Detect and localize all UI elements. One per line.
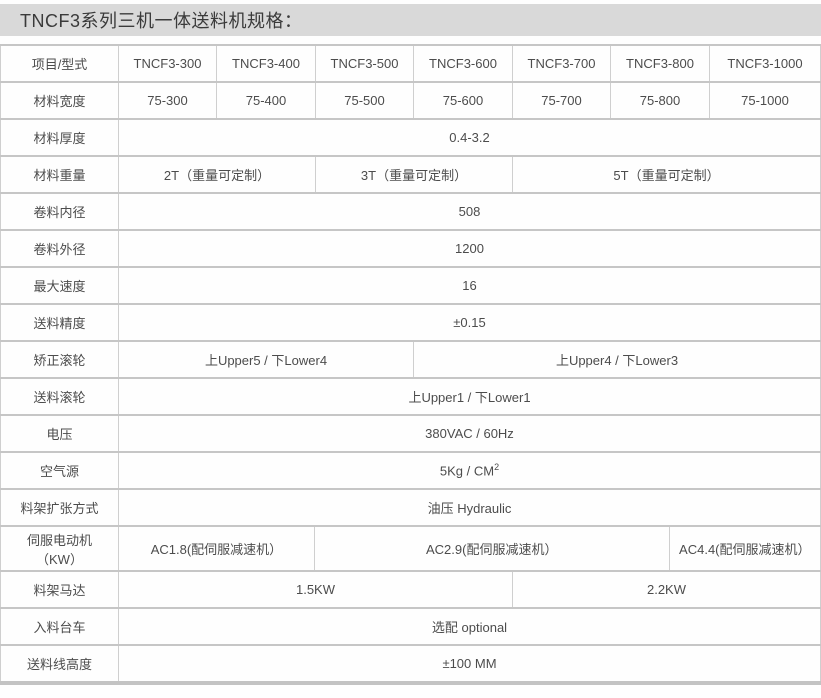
table-row: 空气源 5Kg / CM2	[0, 451, 821, 490]
spec-value-cell: 上Upper1 / 下Lower1	[118, 377, 821, 416]
spec-value-cell: 油压 Hydraulic	[118, 488, 821, 527]
spec-value-cell: 5T（重量可定制）	[512, 155, 821, 194]
table-row: 入料台车 选配 optional	[0, 607, 821, 646]
row-label: 伺服电动机 （KW）	[0, 525, 119, 572]
column-header: TNCF3-300	[118, 44, 217, 83]
row-label: 卷料内径	[0, 192, 119, 231]
spec-value-cell: 上Upper5 / 下Lower4	[118, 340, 414, 379]
spec-value-cell: 1.5KW	[118, 570, 513, 609]
superscript: 2	[494, 462, 500, 473]
table-body: 材料宽度 75-300 75-400 75-500 75-600 75-700 75-800…	[0, 81, 821, 684]
page-title-bar: TNCF3系列三机一体送料机规格：	[0, 4, 821, 36]
row-label: 料架扩张方式	[0, 488, 119, 527]
table-row: 送料滚轮 上Upper1 / 下Lower1	[0, 377, 821, 416]
spec-value-cell: ±0.15	[118, 303, 821, 342]
table-row: 电压 380VAC / 60Hz	[0, 414, 821, 453]
table-row: 伺服电动机 （KW） AC1.8(配伺服减速机） AC2.9(配伺服减速机） AC4.4…	[0, 525, 821, 572]
table-row: 卷料外径 1200	[0, 229, 821, 268]
table-row: 料架马达 1.5KW 2.2KW	[0, 570, 821, 609]
spec-value-cell: 75-400	[216, 81, 316, 120]
row-label: 矫正滚轮	[0, 340, 119, 379]
table-row: 送料精度 ±0.15	[0, 303, 821, 342]
spec-value-cell: 75-500	[315, 81, 414, 120]
spec-value-cell: 75-1000	[709, 81, 821, 120]
spec-value-cell: 上Upper4 / 下Lower3	[413, 340, 821, 379]
spec-value-cell: 75-800	[610, 81, 710, 120]
row-label: 卷料外径	[0, 229, 119, 268]
row-label: 空气源	[0, 451, 119, 490]
table-row: 料架扩张方式 油压 Hydraulic	[0, 488, 821, 527]
spec-value-cell: 5Kg / CM2	[118, 451, 821, 490]
spec-value-cell: 16	[118, 266, 821, 305]
row-label: 最大速度	[0, 266, 119, 305]
column-header: TNCF3-500	[315, 44, 414, 83]
table-row: 材料宽度 75-300 75-400 75-500 75-600 75-700 75-800…	[0, 81, 821, 120]
column-header: TNCF3-800	[610, 44, 710, 83]
spec-value-cell: 3T（重量可定制）	[315, 155, 513, 194]
spec-value-cell: ±100 MM	[118, 644, 821, 684]
spec-value-cell: 2T（重量可定制）	[118, 155, 316, 194]
spec-value-cell: 380VAC / 60Hz	[118, 414, 821, 453]
table-row: 送料线高度 ±100 MM	[0, 644, 821, 684]
row-label: 材料宽度	[0, 81, 119, 120]
table-row: 材料厚度 0.4-3.2	[0, 118, 821, 157]
row-label: 料架马达	[0, 570, 119, 609]
row-label: 送料精度	[0, 303, 119, 342]
row-label: 送料滚轮	[0, 377, 119, 416]
table-header-row: 项目/型式 TNCF3-300 TNCF3-400 TNCF3-500 TNCF3-60…	[0, 44, 821, 83]
page-title: TNCF3系列三机一体送料机规格：	[20, 11, 303, 31]
column-header: TNCF3-1000	[709, 44, 821, 83]
table-row: 最大速度 16	[0, 266, 821, 305]
row-label: 材料重量	[0, 155, 119, 194]
spec-value-cell: 0.4-3.2	[118, 118, 821, 157]
row-label: 送料线高度	[0, 644, 119, 684]
row-label-line2: （KW）	[36, 551, 83, 567]
spec-value-cell: 2.2KW	[512, 570, 821, 609]
spec-value-cell: 选配 optional	[118, 607, 821, 646]
spec-value-cell: AC1.8(配伺服减速机）	[150, 542, 283, 557]
spec-value-cell: 75-600	[413, 81, 513, 120]
row-label: 材料厚度	[0, 118, 119, 157]
row-label: 入料台车	[0, 607, 119, 646]
column-header: TNCF3-600	[413, 44, 513, 83]
spec-value-cell: 75-300	[118, 81, 217, 120]
table-row: 材料重量 2T（重量可定制） 3T（重量可定制） 5T（重量可定制）	[0, 155, 821, 194]
spec-value-cell: 75-700	[512, 81, 611, 120]
spec-value-cell: 1200	[118, 229, 821, 268]
table-row: 卷料内径 508	[0, 192, 821, 231]
spec-value-group: AC1.8(配伺服减速机） AC2.9(配伺服减速机） AC4.4(配伺服减速机）	[118, 525, 821, 572]
column-header: TNCF3-700	[512, 44, 611, 83]
spec-value-cell: AC2.9(配伺服减速机）	[313, 528, 669, 569]
spec-table: 项目/型式 TNCF3-300 TNCF3-400 TNCF3-500 TNCF3-60…	[0, 44, 821, 685]
flex-row: AC1.8(配伺服减速机） AC2.9(配伺服减速机） AC4.4(配伺服减速机）	[120, 528, 820, 569]
column-header: TNCF3-400	[216, 44, 316, 83]
row-label: 电压	[0, 414, 119, 453]
table-row: 矫正滚轮 上Upper5 / 下Lower4 上Upper4 / 下Lower3	[0, 340, 821, 379]
spec-value-cell: 508	[118, 192, 821, 231]
spec-value-cell: AC4.4(配伺服减速机）	[668, 528, 820, 569]
corner-header-cell: 项目/型式	[0, 44, 119, 83]
